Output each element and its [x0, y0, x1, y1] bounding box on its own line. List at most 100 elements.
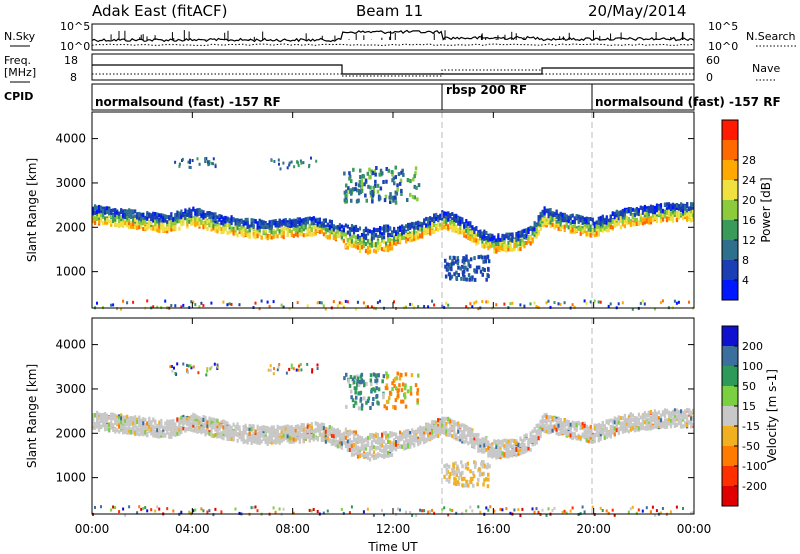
data-cell: [264, 430, 267, 435]
data-cell: [110, 220, 113, 225]
data-cell: [150, 431, 153, 436]
data-cell: [142, 421, 145, 426]
data-cell: [425, 430, 428, 435]
cpid-segment-2: rbsp 200 RF: [446, 83, 527, 97]
data-cell: [557, 220, 560, 225]
data-cell: [230, 433, 233, 438]
data-cell: [214, 165, 217, 169]
data-cell: [657, 206, 661, 211]
data-cell: [254, 235, 257, 240]
data-cell: [282, 231, 285, 236]
data-cell: [296, 217, 299, 222]
data-cell: [471, 238, 474, 243]
data-cell: [246, 433, 249, 438]
data-cell: [673, 211, 677, 216]
data-cell: [314, 435, 317, 440]
data-cell: [190, 417, 193, 422]
data-cell: [411, 438, 414, 443]
data-cell: [360, 185, 364, 190]
data-cell: [172, 423, 175, 428]
data-cell: [228, 217, 231, 222]
data-cell: [348, 242, 352, 247]
data-cell: [116, 223, 119, 228]
data-cell: [354, 182, 358, 187]
data-cell: [268, 439, 271, 444]
data-cell: [216, 225, 219, 230]
data-cell: [108, 428, 111, 432]
data-cell: [318, 218, 321, 223]
data-cell: [405, 305, 407, 309]
data-cell: [226, 223, 229, 227]
data-cell: [302, 433, 305, 438]
data-cell: [108, 425, 111, 430]
data-cell: [407, 429, 410, 434]
data-cell: [248, 224, 251, 229]
data-cell: [617, 214, 620, 218]
data-cell: [423, 305, 426, 308]
data-cell: [148, 212, 151, 217]
data-cell: [276, 432, 279, 437]
data-cell: [413, 236, 416, 241]
data-cell: [513, 246, 516, 251]
data-cell: [515, 235, 518, 240]
data-cell: [449, 221, 452, 226]
data-cell: [102, 221, 105, 226]
data-cell: [164, 218, 167, 223]
data-cell: [497, 239, 500, 244]
data-cell: [469, 221, 472, 226]
data-cell: [487, 242, 490, 247]
data-cell: [230, 221, 233, 226]
data-cell: [206, 211, 209, 216]
data-cell: [244, 430, 247, 435]
data-cell: [280, 226, 283, 231]
data-cell: [645, 212, 648, 216]
data-cell: [366, 228, 370, 233]
data-cell: [471, 230, 474, 235]
data-cell: [198, 220, 201, 224]
data-cell: [575, 226, 578, 231]
data-cell: [384, 194, 388, 199]
data-cell: [312, 508, 315, 511]
data-cell: [134, 217, 137, 222]
noise-sky-label: N.Sky: [4, 30, 36, 43]
data-cell: [278, 432, 281, 437]
data-cell: [547, 214, 550, 219]
data-cell: [415, 225, 418, 230]
data-cell: [156, 212, 159, 217]
data-cell: [423, 509, 426, 513]
data-cell: [122, 299, 125, 303]
data-cell: [421, 430, 424, 435]
data-cell: [178, 211, 181, 216]
data-cell: [96, 415, 99, 420]
data-cell: [254, 232, 257, 237]
data-cell: [284, 220, 287, 225]
data-cell: [381, 438, 384, 443]
data-cell: [401, 444, 404, 449]
data-cell: [272, 219, 275, 224]
data-cell: [150, 214, 153, 219]
data-cell: [186, 417, 189, 421]
data-cell: [423, 218, 426, 223]
data-cell: [298, 439, 301, 444]
data-cell: [653, 215, 657, 220]
data-cell: [272, 300, 275, 304]
data-cell: [118, 223, 121, 227]
data-cell: [128, 208, 131, 213]
data-cell: [356, 235, 360, 240]
data-cell: [122, 507, 125, 511]
data-cell: [443, 430, 446, 435]
data-cell: [126, 414, 129, 419]
data-cell: [603, 226, 606, 231]
freq-right-tick-bottom: 0: [706, 71, 713, 84]
data-cell: [264, 425, 267, 430]
data-cell: [555, 223, 558, 228]
data-cell: [222, 419, 225, 424]
data-cell: [421, 426, 424, 431]
data-cell: [391, 452, 394, 457]
data-cell: [370, 243, 374, 248]
data-cell: [675, 301, 678, 305]
data-cell: [509, 232, 512, 237]
data-cell: [242, 431, 245, 436]
data-cell: [184, 418, 187, 423]
data-cell: [256, 231, 259, 236]
